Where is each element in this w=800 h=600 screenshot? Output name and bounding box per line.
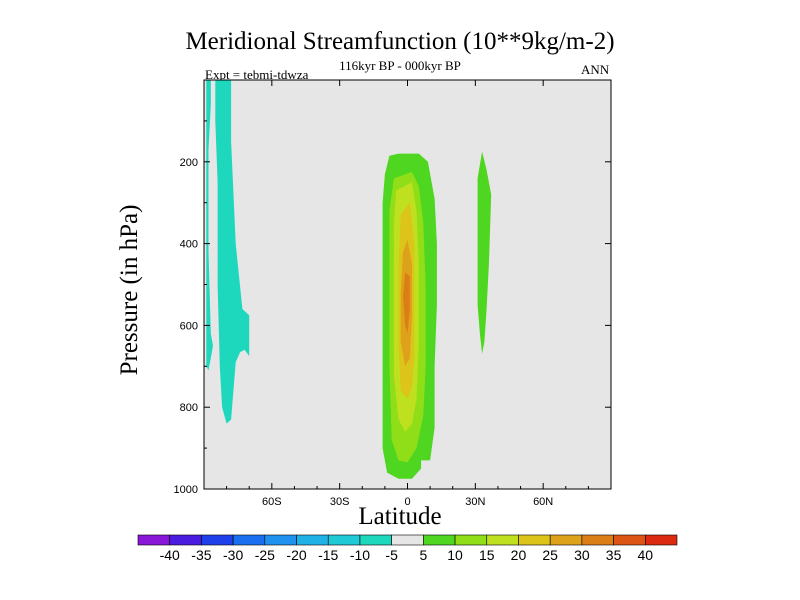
colorbar-box bbox=[201, 534, 234, 546]
colorbar-box bbox=[391, 534, 424, 546]
colorbar-box bbox=[169, 534, 202, 546]
colorbar-box bbox=[486, 534, 519, 546]
colorbar-label: 20 bbox=[511, 547, 527, 563]
x-axis-label: Latitude bbox=[358, 503, 442, 530]
colorbar-box bbox=[296, 534, 329, 546]
colorbar-label: -15 bbox=[318, 547, 338, 563]
colorbar-box bbox=[644, 534, 678, 546]
colorbar-box bbox=[454, 534, 488, 546]
experiment-label: Expt = tebmi-tdwza bbox=[205, 67, 309, 82]
colorbar-label: -5 bbox=[385, 547, 398, 563]
period-label: ANN bbox=[581, 62, 610, 77]
colorbar-box bbox=[549, 534, 583, 546]
colorbar-box bbox=[423, 534, 456, 546]
plot-area: 60S 30S 0 30N 60N 200 400 600 800 1000 bbox=[174, 79, 612, 508]
colorbar-label: -35 bbox=[191, 547, 211, 563]
y-tick-label: 800 bbox=[180, 402, 198, 414]
contour-region-0 bbox=[206, 80, 213, 371]
colorbar-label: 30 bbox=[574, 547, 590, 563]
colorbar-box bbox=[137, 534, 171, 546]
colorbar-label: -20 bbox=[286, 547, 306, 563]
colorbar-label: 35 bbox=[606, 547, 622, 563]
x-tick-label: 30N bbox=[465, 496, 485, 508]
colorbar-label: -10 bbox=[350, 547, 370, 563]
y-tick-label: 1000 bbox=[174, 484, 198, 496]
chart-subtitle: 116kyr BP - 000kyr BP bbox=[339, 58, 461, 73]
colorbar-label: -40 bbox=[160, 547, 180, 563]
colorbar-box bbox=[613, 534, 646, 546]
colorbar-label: 5 bbox=[419, 547, 427, 563]
y-tick-label: 400 bbox=[180, 239, 198, 251]
colorbar-label: 15 bbox=[479, 547, 495, 563]
colorbar-label: 25 bbox=[542, 547, 558, 563]
colorbar-label: 40 bbox=[638, 547, 654, 563]
x-tick-label: 30S bbox=[330, 496, 350, 508]
x-tick-label: 60S bbox=[262, 496, 282, 508]
chart-title: Meridional Streamfunction (10**9kg/m-2) bbox=[185, 28, 615, 55]
colorbar-box bbox=[581, 534, 614, 546]
colorbar-label: 10 bbox=[447, 547, 463, 563]
colorbar-box bbox=[518, 534, 551, 546]
y-tick-label: 600 bbox=[180, 320, 198, 332]
contour-region-1 bbox=[215, 80, 250, 424]
colorbar-box bbox=[264, 534, 297, 546]
colorbar-label: -25 bbox=[255, 547, 275, 563]
x-tick-label: 60N bbox=[533, 496, 553, 508]
colorbar-box bbox=[327, 534, 361, 546]
contour-region-8 bbox=[403, 272, 410, 334]
colorbar-label: -30 bbox=[223, 547, 243, 563]
contour-region-3 bbox=[477, 151, 492, 354]
y-tick-label: 200 bbox=[180, 157, 198, 169]
colorbar: -40 -35 -30 -25 -20 -15 -10 -5 5 10 15 20 25 30 35 40 bbox=[137, 534, 678, 563]
x-tick-label: 0 bbox=[404, 496, 410, 508]
colorbar-box bbox=[359, 534, 392, 546]
colorbar-box bbox=[232, 534, 266, 546]
